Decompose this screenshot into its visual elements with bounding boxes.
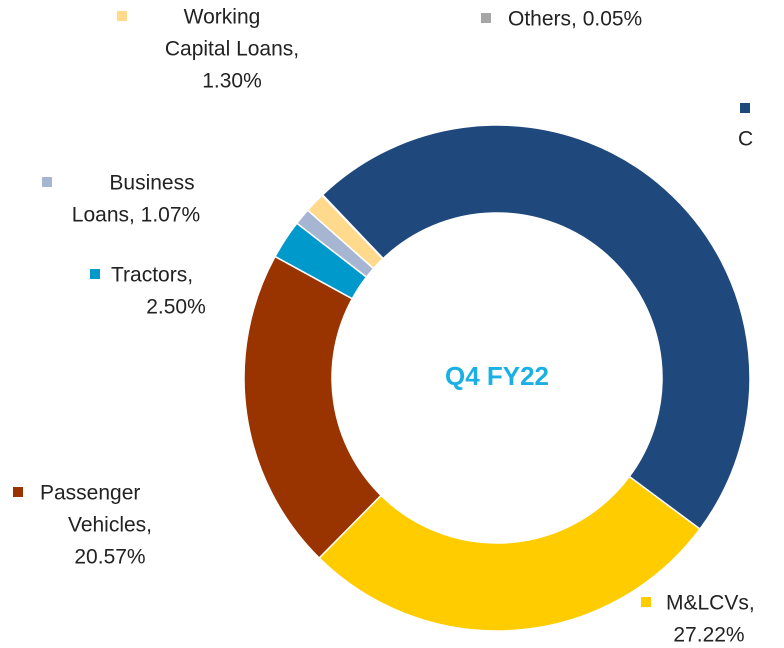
legend-swatch xyxy=(740,103,750,113)
data-label: 1.30% xyxy=(202,70,262,93)
center-label: Q4 FY22 xyxy=(445,361,549,391)
data-label: 2.50% xyxy=(146,296,206,319)
data-label: Tractors, xyxy=(111,264,193,287)
legend-swatch xyxy=(641,597,651,607)
donut-segment xyxy=(318,475,702,632)
legend-swatch xyxy=(117,11,127,21)
donut-segment xyxy=(243,255,383,560)
donut-segment xyxy=(321,124,751,531)
data-label: C xyxy=(738,128,753,151)
data-label: Others, 0.05% xyxy=(508,8,642,31)
data-label: 27.22% xyxy=(673,624,744,647)
legend-swatch xyxy=(90,269,100,279)
data-label: Vehicles, xyxy=(68,514,152,537)
donut-segment xyxy=(295,209,375,279)
legend-swatch xyxy=(42,177,52,187)
data-label: Working xyxy=(184,6,261,29)
data-label: Capital Loans, xyxy=(165,38,299,61)
legend-swatch xyxy=(13,487,23,497)
donut-segment xyxy=(274,222,368,300)
data-label: Passenger xyxy=(40,482,140,505)
data-label: Business xyxy=(109,172,194,195)
data-label: Loans, 1.07% xyxy=(72,204,200,227)
data-label: M&LCVs, xyxy=(666,592,755,615)
legend-swatch xyxy=(481,13,491,23)
data-label: 20.57% xyxy=(74,546,145,569)
